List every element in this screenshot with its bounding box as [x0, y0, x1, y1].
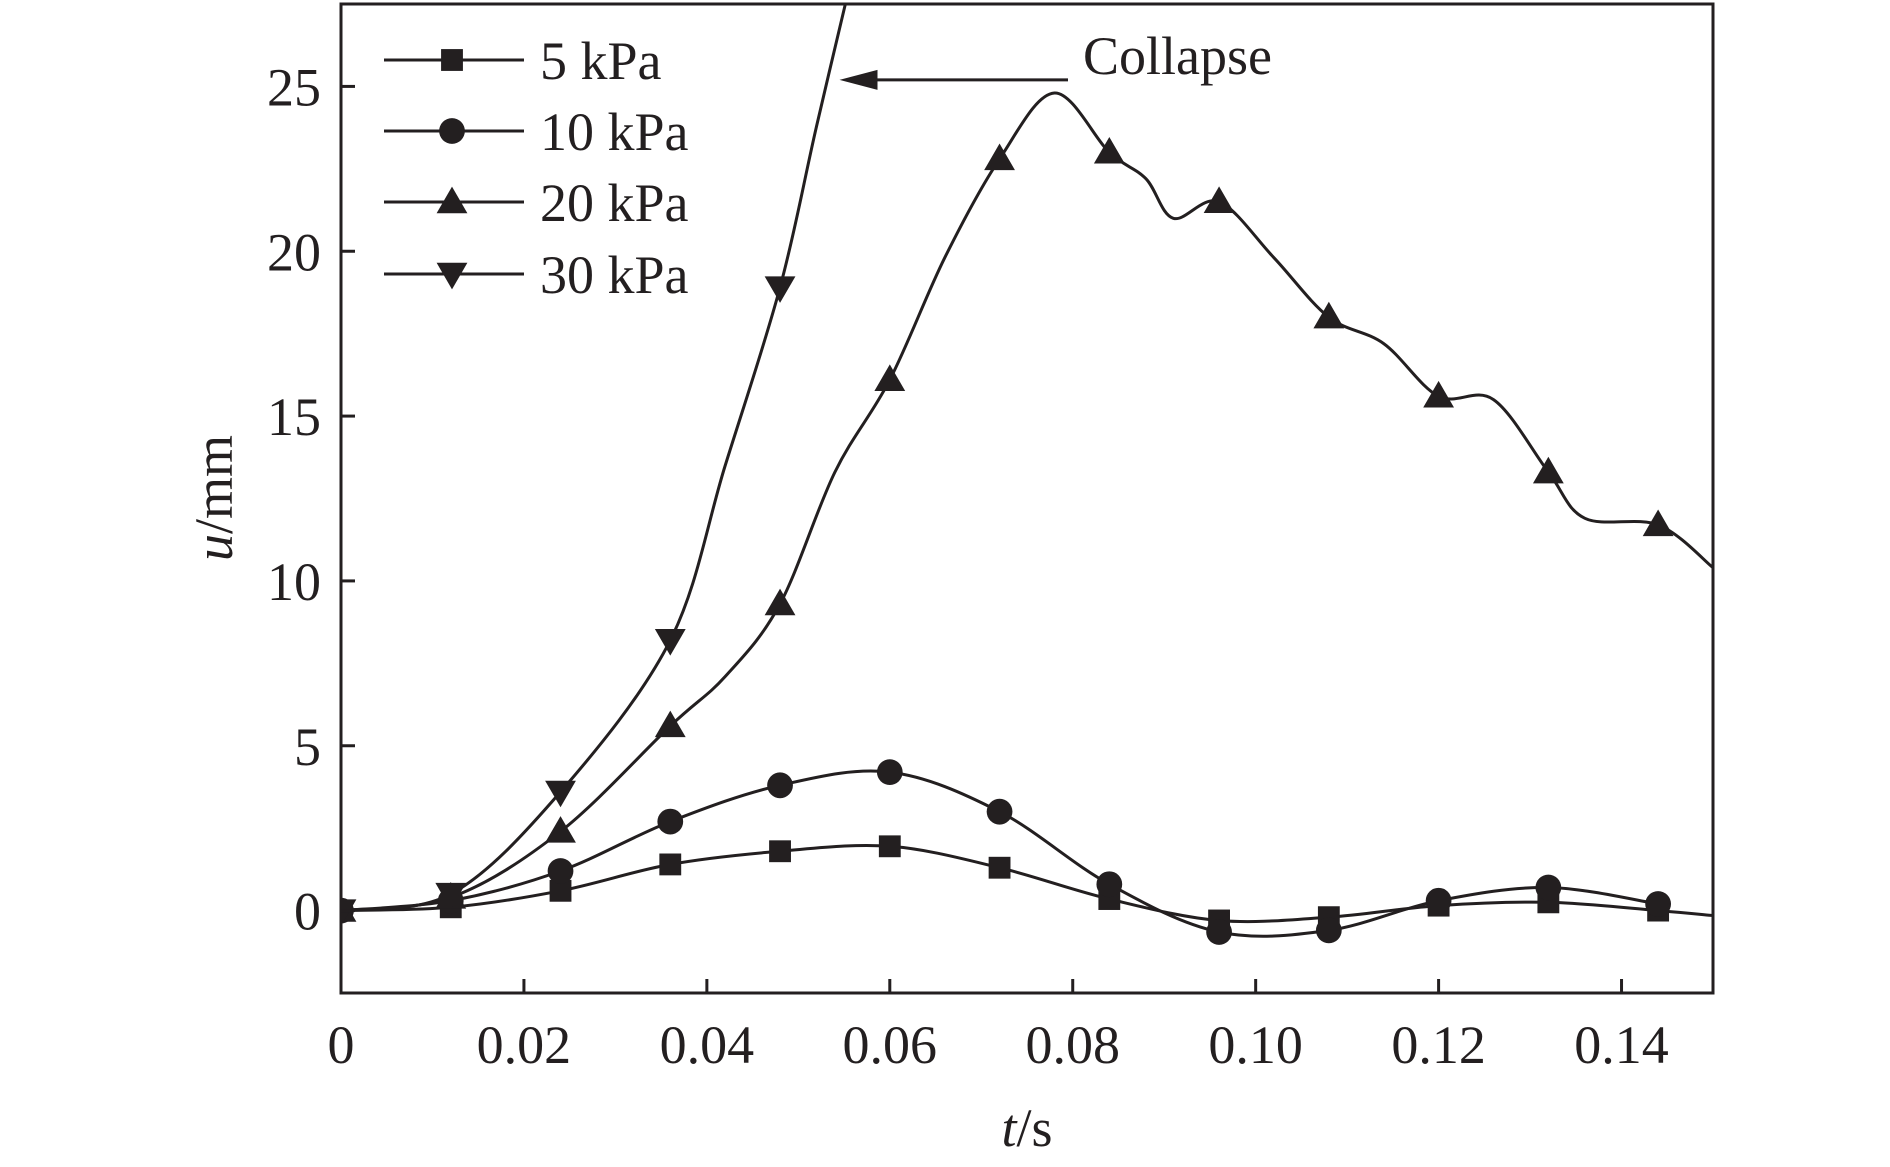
data-point — [878, 835, 901, 858]
markers — [341, 136, 1674, 945]
x-tick-label: 0.06 — [843, 1015, 938, 1075]
plot-frame — [339, 2, 1715, 995]
data-point — [1423, 380, 1454, 408]
x-axis-var: t — [1001, 1098, 1018, 1158]
x-tick-label: 0 — [328, 1015, 355, 1075]
data-point — [435, 882, 467, 910]
data-point — [769, 840, 791, 863]
y-tick-label: 10 — [267, 552, 321, 612]
data-point — [1425, 887, 1452, 914]
data-point — [1535, 874, 1562, 901]
data-point — [1645, 891, 1671, 917]
data-point — [1315, 917, 1342, 944]
data-point — [988, 856, 1011, 879]
x-tick-label: 0.12 — [1391, 1015, 1486, 1075]
legend-marker — [439, 118, 465, 144]
series-line-2 — [341, 91, 1713, 913]
y-tick-label: 0 — [294, 882, 321, 942]
legend-marker — [436, 186, 468, 214]
data-point — [1203, 186, 1235, 213]
data-point — [545, 780, 576, 808]
data-point — [767, 772, 793, 799]
data-point — [1313, 301, 1345, 329]
legend-label: 5 kPa — [540, 31, 662, 91]
legend: 5 kPa 10 kPa 20 kPa 30 kPa — [384, 31, 689, 305]
data-point — [874, 364, 906, 392]
y-tick-label: 20 — [267, 222, 321, 282]
series-line-0 — [341, 843, 1713, 924]
data-point — [1093, 136, 1125, 164]
data-point — [984, 143, 1015, 171]
y-axis-var: u — [184, 534, 244, 561]
data-point — [1096, 871, 1123, 898]
legend-marker — [441, 49, 463, 71]
data-point — [657, 808, 684, 835]
y-axis-unit: /mm — [184, 435, 244, 534]
ticks — [339, 84, 1624, 993]
data-point — [1532, 456, 1564, 484]
data-point — [545, 816, 576, 843]
x-tick-label: 0.10 — [1208, 1015, 1303, 1075]
y-tick-label: 5 — [294, 717, 321, 777]
legend-label: 20 kPa — [540, 173, 689, 233]
data-point — [764, 588, 796, 616]
data-point — [764, 276, 796, 303]
x-axis-unit: /s — [1016, 1098, 1052, 1158]
series-line-1 — [341, 769, 1659, 938]
collapse-annotation: Collapse — [839, 26, 1272, 90]
data-point — [549, 879, 572, 902]
y-tick-label: 25 — [267, 57, 321, 117]
series-line-3 — [341, 4, 847, 913]
tick-labels: 0 0.02 0.04 0.06 0.08 0.10 0.12 0.14 0 5 10 15 20 25 — [267, 57, 1669, 1075]
data-point — [1206, 919, 1232, 945]
data-point — [986, 798, 1013, 825]
x-tick-label: 0.02 — [477, 1015, 572, 1075]
y-tick-label: 15 — [267, 387, 321, 447]
legend-label: 30 kPa — [540, 245, 689, 305]
x-tick-label: 0.08 — [1025, 1015, 1120, 1075]
x-tick-label: 0.04 — [660, 1015, 755, 1075]
y-axis-label: u/mm — [184, 435, 244, 561]
legend-label: 10 kPa — [540, 102, 689, 162]
data-point — [547, 858, 574, 884]
x-tick-label: 0.14 — [1574, 1015, 1669, 1075]
collapse-label: Collapse — [1083, 26, 1272, 86]
data-point — [654, 629, 686, 656]
data-point — [876, 759, 903, 786]
collapse-arrow-head — [839, 69, 878, 90]
legend-marker — [436, 262, 468, 290]
data-point — [1642, 509, 1674, 537]
x-axis-label: t/s — [1001, 1098, 1052, 1158]
data-point — [659, 853, 682, 876]
data-point — [654, 710, 686, 738]
data-point — [341, 899, 357, 926]
